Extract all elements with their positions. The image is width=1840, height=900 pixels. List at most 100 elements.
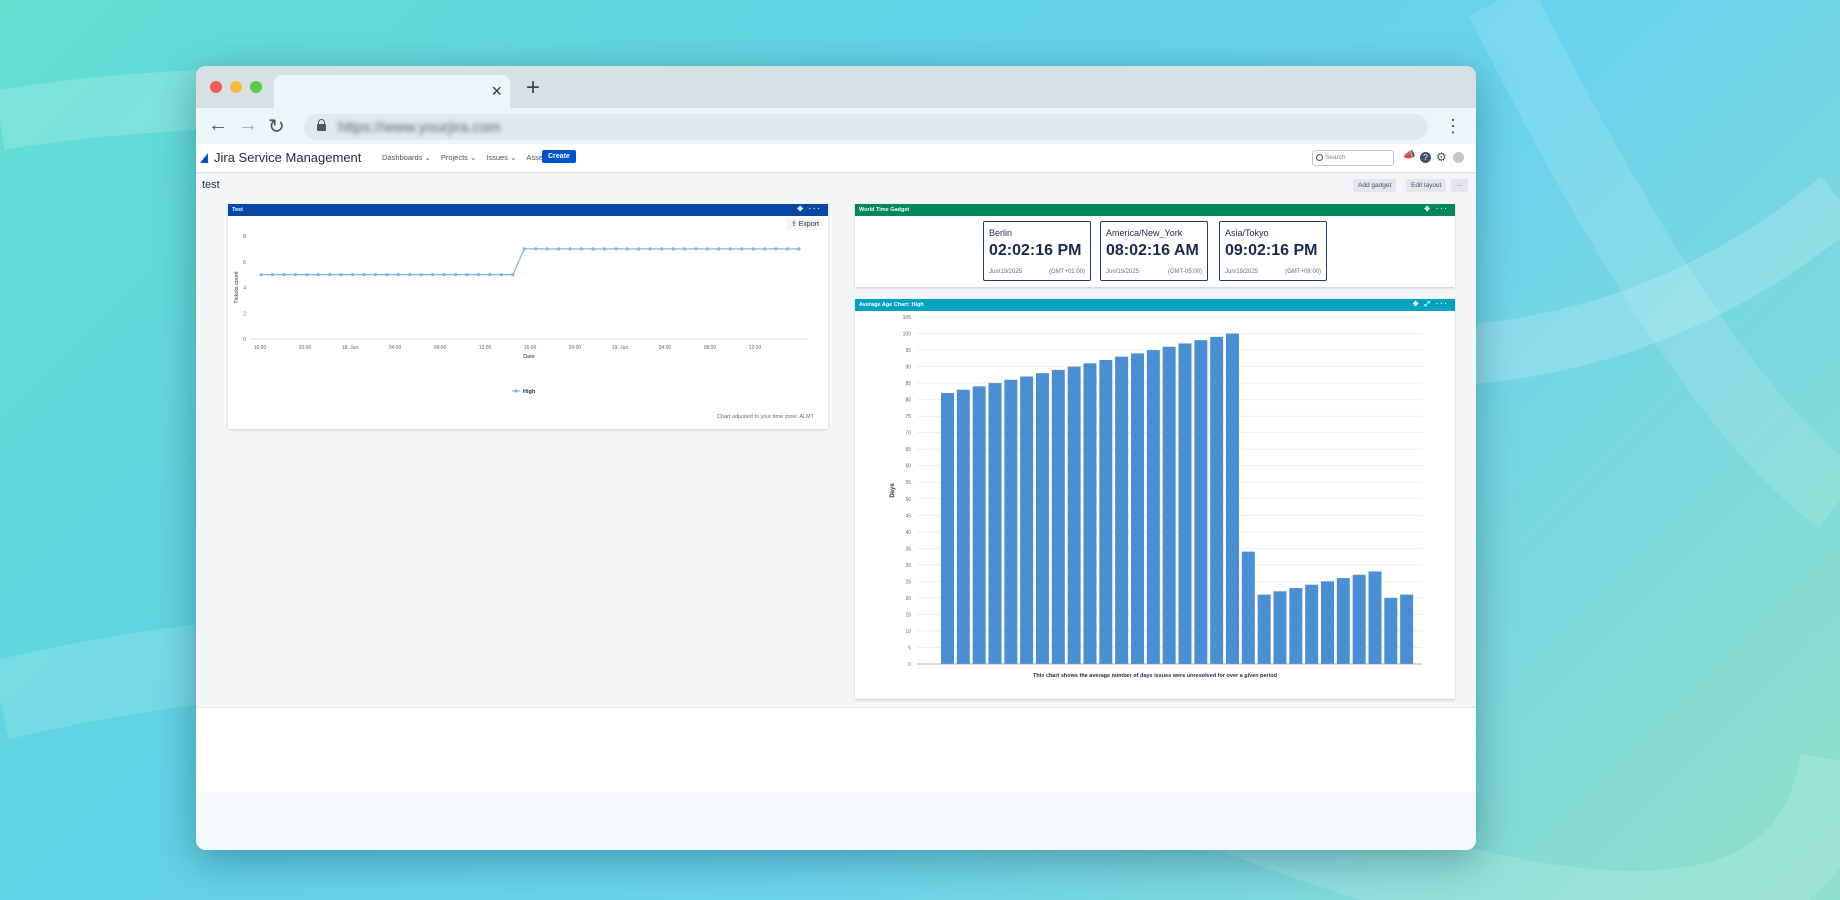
y-tick-label: 105 xyxy=(903,315,912,321)
data-point xyxy=(488,273,492,277)
bar xyxy=(1099,359,1113,664)
data-point xyxy=(682,247,687,251)
clock-offset: (GMT+01:00) xyxy=(1049,269,1085,275)
clock-time: 08:02:16 AM xyxy=(1106,242,1199,259)
maximize-window-button[interactable] xyxy=(250,81,262,93)
world-time-title: World Time Gadget xyxy=(859,207,910,213)
dashboard-more-button[interactable]: ··· xyxy=(1451,179,1468,192)
minimize-window-button[interactable] xyxy=(230,81,242,93)
bar xyxy=(1273,591,1287,664)
y-tick-label: 85 xyxy=(905,381,911,387)
data-point xyxy=(465,273,469,277)
data-point xyxy=(328,273,332,277)
y-tick-label: 95 xyxy=(905,348,911,354)
clock-berlin: Berlin 02:02:16 PM Jun/19/2025 (GMT+01:0… xyxy=(983,221,1091,281)
create-button[interactable]: Create xyxy=(542,150,576,163)
address-bar[interactable]: https://www.yourjira.com xyxy=(304,114,1428,140)
bar xyxy=(1400,594,1414,664)
data-point xyxy=(259,273,263,277)
browser-tab[interactable]: × xyxy=(274,75,510,108)
close-window-button[interactable] xyxy=(210,81,222,93)
timezone-note: Chart adjusted to your time zone: ALMT xyxy=(717,414,814,420)
data-point xyxy=(339,273,343,277)
line-gadget-title: Test xyxy=(232,207,243,213)
bar xyxy=(1384,597,1398,664)
jira-logo[interactable]: Jira Service Management xyxy=(200,150,362,165)
bar xyxy=(1257,594,1271,664)
y-axis-title: Tickets count xyxy=(234,271,240,304)
clock-date: Jun/19/2025 xyxy=(1106,269,1140,275)
data-point xyxy=(419,273,423,277)
y-tick-label: 45 xyxy=(905,513,911,519)
gadget-controls-icon[interactable]: ✥ ··· xyxy=(1424,206,1449,213)
nav-dashboards-label: Dashboards xyxy=(382,153,423,162)
bar xyxy=(956,389,970,664)
y-tick-label: 70 xyxy=(905,431,911,437)
y-tick-label: 4 xyxy=(243,286,246,292)
clock-timezone: America/New_York xyxy=(1106,228,1183,238)
logo-text: Jira Service Management xyxy=(214,150,362,165)
nav-projects-label: Projects xyxy=(440,153,468,162)
bar xyxy=(1020,376,1034,664)
data-point xyxy=(728,247,732,251)
y-tick-label: 65 xyxy=(905,447,911,453)
y-tick-label: 0 xyxy=(908,662,911,668)
search-placeholder: Search xyxy=(1325,154,1346,161)
bar xyxy=(1289,587,1303,664)
settings-gear-icon[interactable]: ⚙ xyxy=(1436,150,1447,164)
average-age-title: Average Age Chart: High xyxy=(859,302,924,308)
reload-icon[interactable]: ↻ xyxy=(268,116,285,138)
megaphone-icon[interactable]: 📣 xyxy=(1403,150,1416,161)
data-point xyxy=(431,273,435,277)
data-point xyxy=(717,247,721,251)
search-input[interactable]: Search xyxy=(1312,150,1394,166)
nav-projects[interactable]: Projects ⌄ xyxy=(440,153,477,162)
data-point xyxy=(740,247,744,251)
clock-tokyo: Asia/Tokyo 09:02:16 PM Jun/19/2025 (GMT+… xyxy=(1219,221,1327,281)
clock-offset: (GMT+09:00) xyxy=(1285,269,1321,275)
x-tick-label: 19. Jun xyxy=(612,345,629,351)
back-arrow-icon[interactable]: ← xyxy=(208,114,228,136)
data-point xyxy=(282,273,286,277)
data-point xyxy=(408,273,412,277)
avatar[interactable] xyxy=(1453,152,1464,163)
clock-date: Jun/19/2025 xyxy=(1225,269,1259,275)
gadget-controls-icon[interactable]: ✥ ⤢ ··· xyxy=(1412,301,1449,308)
bar xyxy=(1352,574,1366,664)
gadget-controls-icon[interactable]: ✥ ··· xyxy=(797,206,822,213)
edit-layout-button[interactable]: Edit layout xyxy=(1406,179,1447,192)
data-point xyxy=(396,273,400,277)
close-tab-icon[interactable]: × xyxy=(491,81,502,101)
y-tick-label: 60 xyxy=(905,464,911,470)
x-tick-label: 04:00 xyxy=(389,345,402,351)
data-point xyxy=(660,247,664,251)
clock-offset: (GMT-05:00) xyxy=(1167,269,1202,275)
x-tick-label: 12:00 xyxy=(749,345,762,351)
add-gadget-button[interactable]: Add gadget xyxy=(1353,179,1397,192)
forward-arrow-icon[interactable]: → xyxy=(238,114,258,136)
y-tick-label: 15 xyxy=(905,612,911,618)
clock-timezone: Asia/Tokyo xyxy=(1225,228,1269,238)
data-point xyxy=(797,247,801,251)
data-point xyxy=(694,247,698,251)
x-axis-title: Date xyxy=(523,354,535,360)
search-icon xyxy=(1316,154,1323,161)
dashboard-title: test xyxy=(202,179,220,191)
y-tick-label: 75 xyxy=(905,414,911,420)
bar xyxy=(1051,369,1065,664)
help-icon[interactable]: ? xyxy=(1420,152,1431,163)
y-tick-label: 55 xyxy=(905,480,911,486)
data-point xyxy=(751,247,755,251)
clock-date: Jun/19/2025 xyxy=(989,269,1023,275)
average-age-gadget: Average Age Chart: High ✥ ⤢ ··· 0 5 10 15 20… xyxy=(855,299,1455,699)
world-time-header: World Time Gadget ✥ ··· xyxy=(855,204,1455,216)
data-point xyxy=(305,273,309,277)
data-point xyxy=(293,273,297,277)
nav-dashboards[interactable]: Dashboards ⌄ xyxy=(382,153,431,162)
nav-issues[interactable]: Issues ⌄ xyxy=(486,153,517,162)
clock-time: 02:02:16 PM xyxy=(989,242,1082,259)
browser-menu-icon[interactable]: ⋮ xyxy=(1444,116,1462,136)
export-button[interactable]: ⇪ Export xyxy=(785,218,824,230)
new-tab-button[interactable]: + xyxy=(526,74,541,101)
bar-chart: 0 5 10 15 20 25 30 35 40 45 50 55 60 65 70 75 80 85 90 95 10… xyxy=(890,315,1422,679)
